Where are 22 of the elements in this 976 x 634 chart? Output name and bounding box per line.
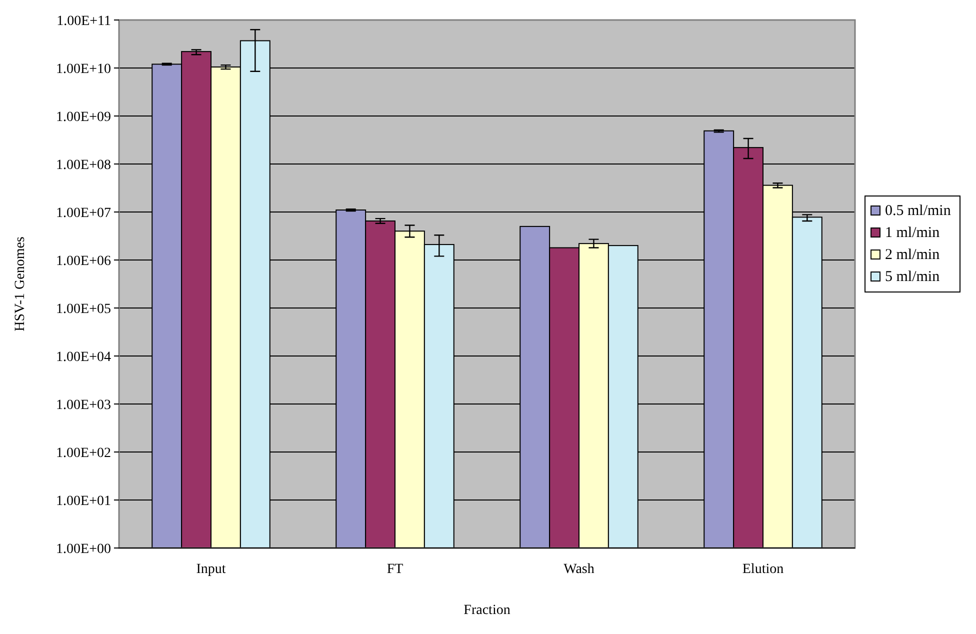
x-tick-label: Elution <box>742 562 784 577</box>
legend-label: 5 ml/min <box>885 269 940 285</box>
legend-label: 2 ml/min <box>885 247 940 263</box>
y-tick-label: 1.00E+06 <box>56 254 111 269</box>
y-tick-label: 1.00E+10 <box>56 62 111 77</box>
x-tick-label: Wash <box>564 562 594 577</box>
y-tick-label: 1.00E+07 <box>56 206 111 221</box>
y-axis-title: HSV-1 Genomes <box>13 236 28 332</box>
y-tick-label: 1.00E+05 <box>56 302 111 317</box>
y-tick-label: 1.00E+04 <box>56 350 111 365</box>
y-tick-label: 1.00E+00 <box>56 542 111 557</box>
x-tick-label: FT <box>386 562 404 577</box>
y-tick-label: 1.00E+03 <box>56 398 111 413</box>
legend-label: 1 ml/min <box>885 225 940 241</box>
y-tick-label: 1.00E+02 <box>56 446 111 461</box>
y-tick-label: 1.00E+11 <box>56 14 111 29</box>
legend-label: 0.5 ml/min <box>885 203 952 219</box>
y-tick-label: 1.00E+09 <box>56 110 111 125</box>
x-tick-label: Input <box>196 562 226 577</box>
y-tick-label: 1.00E+08 <box>56 158 111 173</box>
y-tick-label: 1.00E+01 <box>56 494 111 509</box>
x-axis-title: Fraction <box>464 603 510 618</box>
